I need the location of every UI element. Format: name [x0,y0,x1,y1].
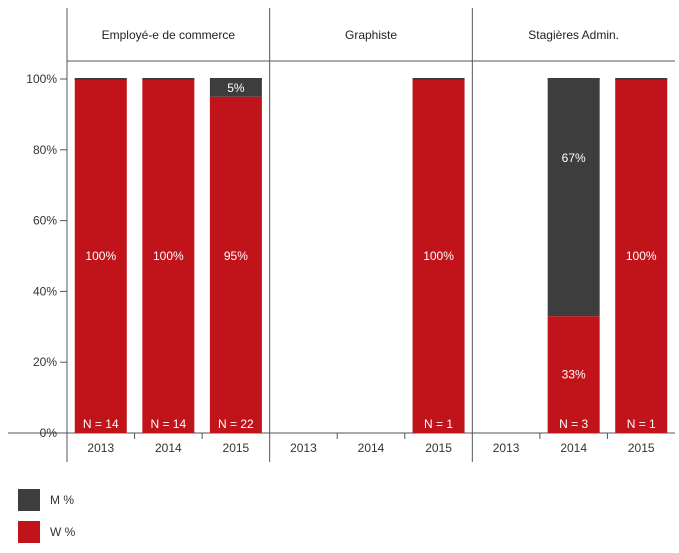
bar-w-1-2 [412,79,465,433]
bar-n-label-2-2: N = 1 [627,417,656,431]
y-tick-label-4: 80% [33,143,57,157]
panel-title-0: Employé-e de commerce [102,28,236,42]
bar-w-label-0-1: 100% [153,249,184,263]
legend-item-m: M % [18,489,75,511]
bar-n-label-0-0: N = 14 [83,417,119,431]
bar-w-label-0-0: 100% [85,249,116,263]
bar-w-0-0 [74,79,127,433]
year-label-2-0: 2013 [493,441,520,455]
panel-title-1: Graphiste [345,28,397,42]
legend-item-w: W % [18,521,75,543]
bar-w-label-2-2: 100% [626,249,657,263]
year-label-1-0: 2013 [290,441,317,455]
bar-w-0-2 [209,96,262,433]
bar-w-0-1 [142,79,195,433]
legend-label-m: M % [50,493,74,507]
bar-n-label-2-1: N = 3 [559,417,588,431]
legend-label-w: W % [50,525,76,539]
year-label-0-1: 2014 [155,441,182,455]
y-tick-label-1: 20% [33,355,57,369]
year-label-2-2: 2015 [628,441,655,455]
year-label-0-2: 2015 [223,441,250,455]
bar-m-label-2-1: 67% [562,151,586,165]
bar-w-label-1-2: 100% [423,249,454,263]
bar-n-label-1-2: N = 1 [424,417,453,431]
panel-title-2: Stagières Admin. [528,28,619,42]
legend-swatch-w [18,521,40,543]
bar-m-0-2 [209,79,262,97]
bar-n-label-0-1: N = 14 [150,417,186,431]
year-label-1-2: 2015 [425,441,452,455]
bar-w-label-0-2: 95% [224,249,248,263]
bar-m-2-1 [547,79,600,317]
y-tick-label-5: 100% [26,72,57,86]
year-label-0-0: 2013 [87,441,114,455]
bar-n-label-0-2: N = 22 [218,417,254,431]
year-label-2-1: 2014 [560,441,587,455]
legend-swatch-m [18,489,40,511]
y-tick-label-3: 60% [33,214,57,228]
stacked-bar-chart: 0% 20% 40% 60% 80% 100% Employé-e de commerce 2… [8,8,675,462]
bar-w-2-2 [615,79,668,433]
bar-m-label-0-2: 5% [227,81,245,95]
bar-w-2-1 [547,316,600,433]
y-tick-label-2: 40% [33,284,57,298]
y-tick-label-0: 0% [40,426,58,440]
year-label-1-1: 2014 [358,441,385,455]
bar-w-label-2-1: 33% [562,368,586,382]
legend: M % W % [18,489,75,553]
